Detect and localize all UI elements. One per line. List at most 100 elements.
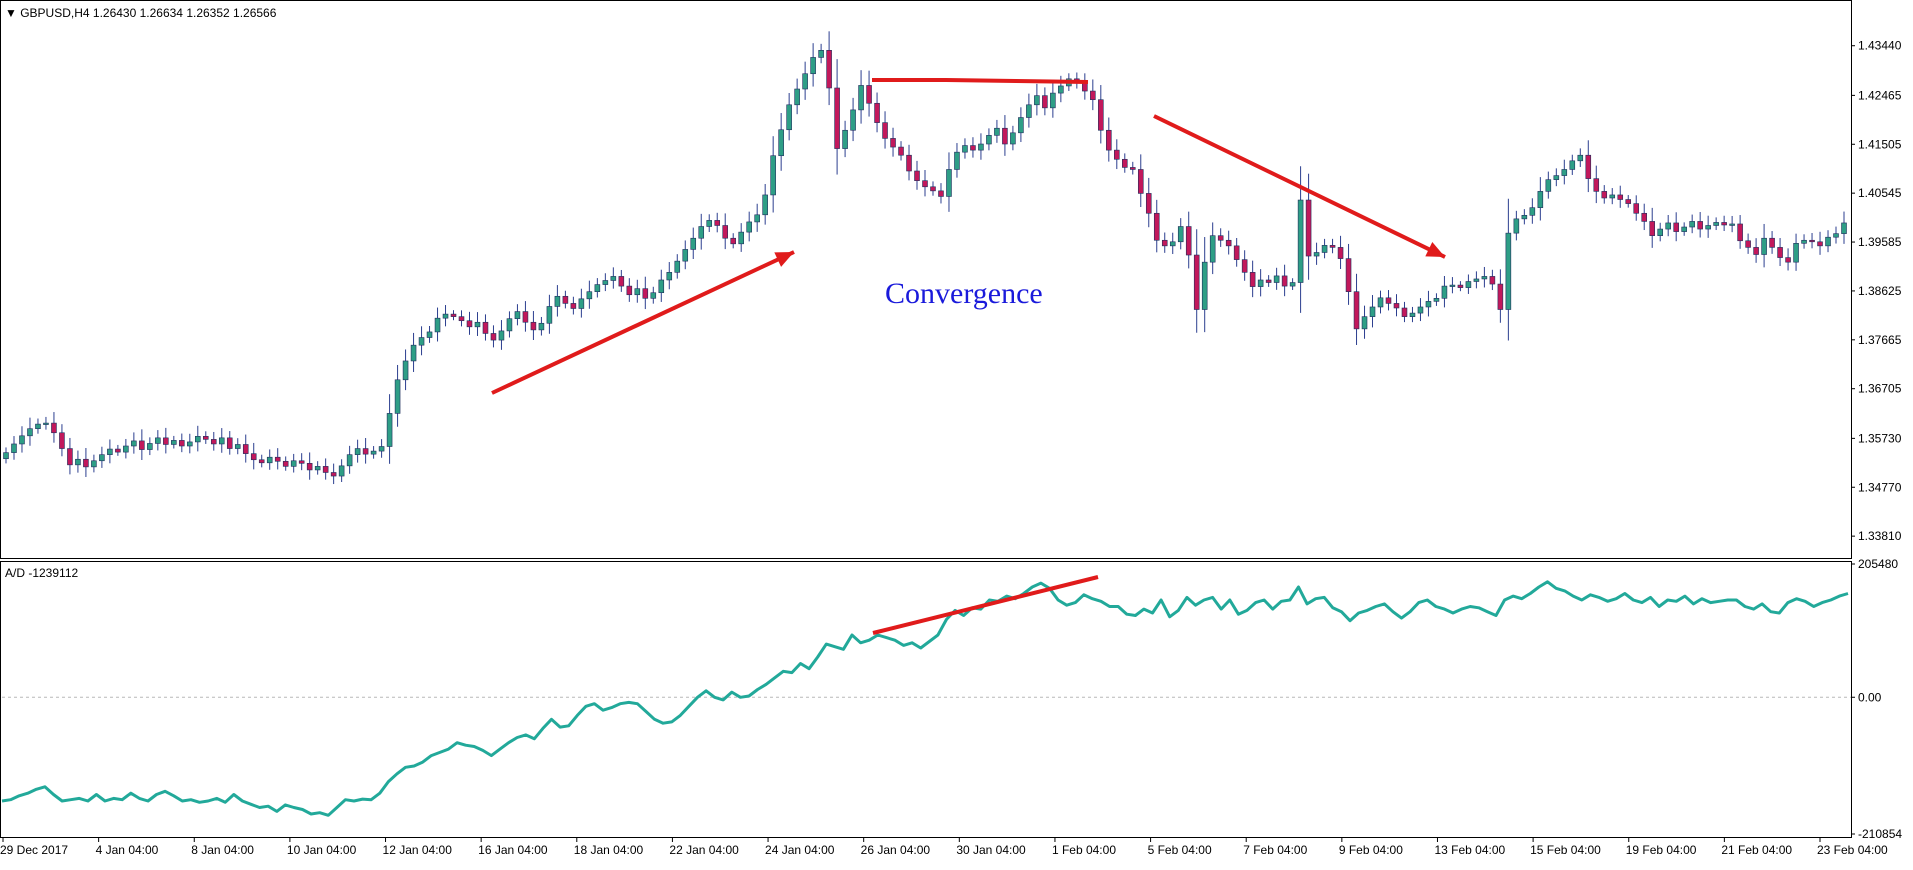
candle-body-bull bbox=[786, 104, 792, 131]
candle-body-bear bbox=[490, 333, 497, 341]
candle-body-bear bbox=[1721, 222, 1727, 226]
downtrend-arrow bbox=[1153, 114, 1446, 259]
candle-body-bull bbox=[43, 422, 49, 425]
candle-body-bull bbox=[810, 57, 816, 75]
price-pane-frame bbox=[0, 0, 1852, 559]
candle-body-bear bbox=[1385, 297, 1392, 304]
candle-body-bear bbox=[1809, 239, 1815, 243]
candle-body-bull bbox=[1569, 160, 1576, 170]
candle-body-bull bbox=[634, 288, 641, 296]
candle-body-bull bbox=[850, 109, 856, 131]
candle-body-bull bbox=[650, 292, 657, 299]
candle-body-bull bbox=[266, 456, 273, 464]
candle-body-bull bbox=[1825, 236, 1831, 247]
candle-body-bull bbox=[1417, 306, 1424, 314]
candle-body-bear bbox=[826, 50, 832, 89]
candle-body-bear bbox=[1042, 95, 1048, 109]
candle-body-bear bbox=[163, 437, 169, 445]
candle-body-bull bbox=[195, 436, 201, 443]
time-tick-label: 5 Feb 04:00 bbox=[1148, 843, 1212, 857]
candle-body-bear bbox=[1137, 169, 1144, 194]
price-tick-label: 1.37665 bbox=[1858, 333, 1902, 347]
price-tick-label: 1.39585 bbox=[1858, 235, 1902, 249]
candle-body-bear bbox=[83, 458, 89, 468]
candle-body-bear bbox=[1082, 82, 1088, 92]
candle-body-bear bbox=[450, 313, 457, 317]
candle-body-bear bbox=[1337, 247, 1344, 259]
candle-body-bear bbox=[866, 85, 872, 104]
candle-body-bear bbox=[139, 440, 145, 450]
candle-body-bear bbox=[874, 102, 880, 123]
candle-body-bull bbox=[1321, 245, 1328, 253]
candle-body-bear bbox=[1625, 199, 1632, 204]
candle-body-bull bbox=[594, 284, 601, 292]
candle-body-bear bbox=[922, 180, 928, 188]
candle-body-bull bbox=[290, 460, 297, 467]
price-tick-label: 1.38625 bbox=[1858, 284, 1902, 298]
candle-body-bull bbox=[1713, 222, 1719, 226]
ad-y-axis: 205480 0.00 -210854 bbox=[1851, 557, 1902, 841]
candle-body-bear bbox=[179, 440, 185, 447]
uptrend-arrow-head bbox=[774, 252, 794, 267]
candle-body-bull bbox=[402, 360, 409, 381]
candle-body-bull bbox=[442, 313, 449, 319]
candle-body-bull bbox=[746, 221, 752, 233]
time-tick-label: 7 Feb 04:00 bbox=[1243, 843, 1307, 857]
candle-body-bull bbox=[1034, 95, 1040, 106]
candle-body-bear bbox=[626, 285, 633, 296]
candle-body-bull bbox=[386, 413, 393, 447]
candle-body-bear bbox=[1489, 276, 1496, 285]
candle-body-bull bbox=[1793, 243, 1799, 263]
candle-body-bull bbox=[762, 194, 768, 216]
candle-body-bull bbox=[1801, 239, 1807, 244]
candle-body-bear bbox=[1585, 154, 1592, 179]
candle-body-bear bbox=[250, 453, 257, 461]
candle-body-bull bbox=[658, 279, 665, 294]
candle-body-bull bbox=[1729, 223, 1735, 226]
candle-body-bull bbox=[234, 444, 241, 449]
candle-body-bull bbox=[690, 237, 697, 250]
candle-body-bull bbox=[1449, 284, 1456, 287]
candle-body-bull bbox=[91, 460, 97, 468]
candle-body-bear bbox=[1265, 279, 1272, 283]
candle-body-bull bbox=[346, 454, 353, 467]
candle-body-bear bbox=[203, 436, 209, 440]
candle-body-bull bbox=[1833, 233, 1839, 238]
uptrend-arrow bbox=[491, 250, 795, 395]
candle-body-bear bbox=[642, 288, 649, 299]
candle-body-bear bbox=[1329, 245, 1336, 248]
time-tick-label: 23 Feb 04:00 bbox=[1817, 843, 1888, 857]
candle-body-bull bbox=[1705, 225, 1711, 230]
candle-body-bear bbox=[722, 225, 728, 239]
candle-body-bull bbox=[75, 458, 81, 466]
time-tick-label: 19 Feb 04:00 bbox=[1626, 843, 1697, 857]
candle-body-bull bbox=[1577, 154, 1584, 162]
candle-body-bull bbox=[434, 317, 441, 333]
candle-body-bear bbox=[1193, 254, 1200, 310]
candle-body-bear bbox=[522, 311, 529, 323]
candle-body-bear bbox=[1145, 193, 1152, 214]
candle-body-bear bbox=[1593, 178, 1600, 192]
candle-body-bear bbox=[458, 316, 465, 322]
candle-body-bull bbox=[1377, 297, 1384, 308]
time-tick-label: 4 Jan 04:00 bbox=[96, 843, 159, 857]
candle-body-bear bbox=[322, 466, 329, 473]
price-y-axis: 1.43440 1.42465 1.41505 1.40545 1.39585 1.386… bbox=[1851, 39, 1902, 543]
candle-body-bear bbox=[890, 138, 896, 148]
candle-body-bull bbox=[666, 272, 673, 281]
candle-body-bear bbox=[1153, 212, 1160, 241]
candle-body-bull bbox=[858, 85, 864, 111]
time-tick-label: 21 Feb 04:00 bbox=[1721, 843, 1792, 857]
candle-body-bear bbox=[714, 220, 721, 226]
price-tick-label: 1.40545 bbox=[1858, 186, 1902, 200]
candle-body-bull bbox=[410, 344, 417, 362]
candle-body-bull bbox=[123, 445, 129, 453]
candle-body-bear bbox=[306, 463, 313, 471]
candle-body-bear bbox=[618, 276, 625, 287]
price-tick-label: 1.36705 bbox=[1858, 382, 1902, 396]
candle-body-bull bbox=[19, 435, 25, 445]
candle-body-bear bbox=[898, 146, 904, 156]
candle-body-bear bbox=[362, 448, 369, 455]
candle-body-bear bbox=[1673, 222, 1679, 232]
